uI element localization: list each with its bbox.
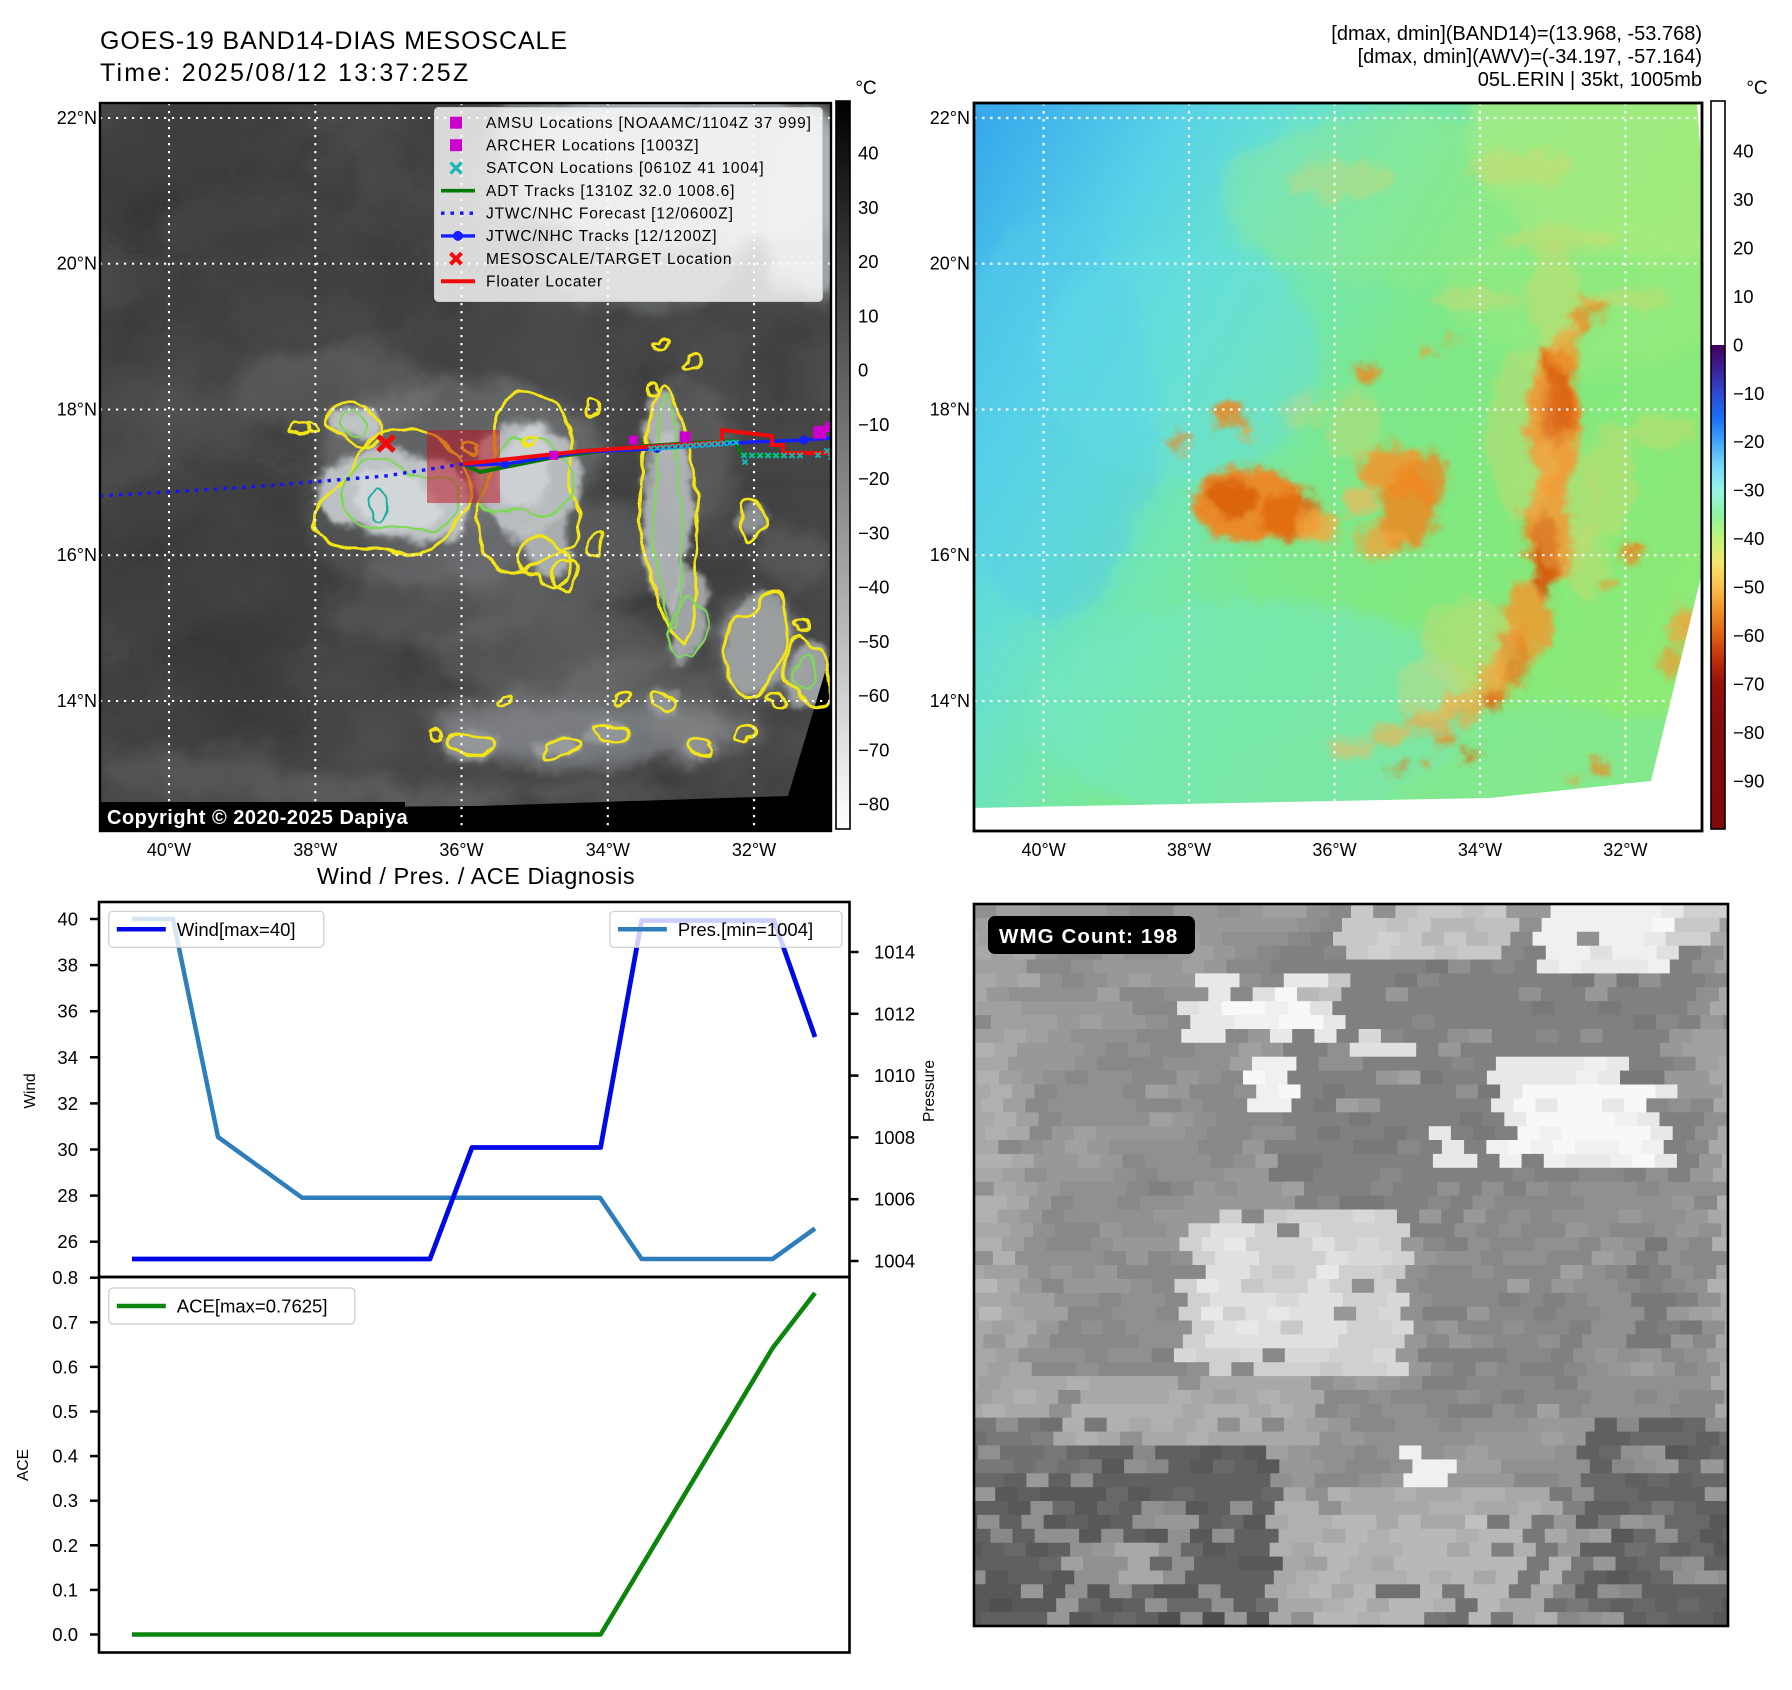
svg-text:SATCON Locations [0610Z 41 100: SATCON Locations [0610Z 41 1004]	[486, 160, 765, 177]
svg-text:1014: 1014	[874, 942, 915, 963]
svg-text:0.2: 0.2	[52, 1535, 78, 1556]
svg-text:Time: 2025/08/12 13:37:25Z: Time: 2025/08/12 13:37:25Z	[100, 59, 470, 87]
svg-text:Floater Locater: Floater Locater	[486, 273, 603, 290]
svg-text:20: 20	[858, 251, 879, 272]
svg-text:0.6: 0.6	[52, 1356, 78, 1377]
svg-text:1006: 1006	[874, 1189, 915, 1210]
svg-text:°C: °C	[855, 78, 876, 99]
svg-text:30: 30	[858, 197, 879, 218]
svg-text:−30: −30	[858, 523, 889, 544]
svg-text:32°W: 32°W	[1603, 840, 1647, 860]
svg-text:1010: 1010	[874, 1065, 915, 1086]
svg-text:Pres.[min=1004]: Pres.[min=1004]	[678, 919, 813, 940]
svg-text:−50: −50	[858, 631, 889, 652]
svg-text:Wind[max=40]: Wind[max=40]	[177, 919, 296, 940]
svg-text:WMG Count: 198: WMG Count: 198	[999, 925, 1178, 948]
svg-text:05L.ERIN | 35kt, 1005mb: 05L.ERIN | 35kt, 1005mb	[1478, 69, 1702, 91]
svg-text:0.4: 0.4	[52, 1446, 78, 1467]
svg-text:22°N: 22°N	[57, 108, 97, 128]
svg-text:−10: −10	[1733, 383, 1764, 404]
svg-text:0: 0	[858, 360, 868, 381]
svg-text:Wind: Wind	[22, 1073, 39, 1108]
svg-text:16°N: 16°N	[57, 545, 97, 565]
svg-text:0.3: 0.3	[52, 1490, 78, 1511]
svg-text:16°N: 16°N	[930, 545, 970, 565]
svg-text:−30: −30	[1733, 480, 1764, 501]
svg-text:30: 30	[1733, 189, 1754, 210]
svg-text:0.0: 0.0	[52, 1624, 78, 1645]
svg-text:0.8: 0.8	[52, 1267, 78, 1288]
svg-text:32°W: 32°W	[732, 840, 776, 860]
svg-text:10: 10	[858, 305, 879, 326]
svg-text:JTWC/NHC Forecast [12/0600Z]: JTWC/NHC Forecast [12/0600Z]	[486, 205, 734, 222]
svg-text:0: 0	[1733, 334, 1743, 355]
svg-text:14°N: 14°N	[930, 691, 970, 711]
svg-text:0.7: 0.7	[52, 1312, 78, 1333]
svg-text:GOES-19 BAND14-DIAS MESOSCALE: GOES-19 BAND14-DIAS MESOSCALE	[100, 27, 568, 55]
svg-text:0.1: 0.1	[52, 1579, 78, 1600]
svg-text:14°N: 14°N	[57, 691, 97, 711]
svg-text:Wind / Pres. / ACE Diagnosis: Wind / Pres. / ACE Diagnosis	[317, 863, 635, 889]
svg-text:ACE[max=0.7625]: ACE[max=0.7625]	[177, 1296, 328, 1317]
svg-text:−60: −60	[1733, 625, 1764, 646]
svg-text:−40: −40	[858, 577, 889, 598]
svg-text:20°N: 20°N	[930, 254, 970, 274]
svg-text:Pressure: Pressure	[921, 1060, 938, 1122]
svg-text:38°W: 38°W	[1167, 840, 1211, 860]
svg-text:22°N: 22°N	[930, 108, 970, 128]
svg-text:−80: −80	[1733, 722, 1764, 743]
svg-text:10: 10	[1733, 286, 1754, 307]
svg-text:40°W: 40°W	[1021, 840, 1065, 860]
svg-text:−60: −60	[858, 685, 889, 706]
svg-text:−20: −20	[858, 468, 889, 489]
svg-text:18°N: 18°N	[930, 400, 970, 420]
svg-text:ARCHER Locations [1003Z]: ARCHER Locations [1003Z]	[486, 137, 699, 154]
svg-text:38°W: 38°W	[293, 840, 337, 860]
svg-text:AMSU Locations [NOAAMC/1104Z 3: AMSU Locations [NOAAMC/1104Z 37 999]	[486, 115, 812, 132]
svg-text:18°N: 18°N	[57, 400, 97, 420]
svg-text:−10: −10	[858, 414, 889, 435]
svg-text:32: 32	[57, 1093, 78, 1114]
svg-text:34°W: 34°W	[586, 840, 630, 860]
svg-text:MESOSCALE/TARGET Location: MESOSCALE/TARGET Location	[486, 251, 732, 268]
svg-text:36°W: 36°W	[439, 840, 483, 860]
svg-text:−80: −80	[858, 794, 889, 815]
svg-text:[dmax, dmin](BAND14)=(13.968,: [dmax, dmin](BAND14)=(13.968, -53.768)	[1331, 23, 1702, 45]
svg-text:[dmax, dmin](AWV)=(-34.197, -5: [dmax, dmin](AWV)=(-34.197, -57.164)	[1358, 46, 1702, 68]
svg-text:40: 40	[858, 143, 879, 164]
svg-text:−40: −40	[1733, 528, 1764, 549]
svg-text:ACE: ACE	[15, 1449, 32, 1481]
svg-text:ADT Tracks [1310Z 32.0 1008.6]: ADT Tracks [1310Z 32.0 1008.6]	[486, 183, 735, 200]
svg-text:40: 40	[1733, 141, 1754, 162]
svg-text:0.5: 0.5	[52, 1401, 78, 1422]
svg-text:−50: −50	[1733, 577, 1764, 598]
svg-text:−20: −20	[1733, 431, 1764, 452]
svg-text:−70: −70	[858, 740, 889, 761]
svg-text:26: 26	[57, 1231, 78, 1252]
svg-text:36: 36	[57, 1001, 78, 1022]
svg-text:−70: −70	[1733, 674, 1764, 695]
svg-text:34°W: 34°W	[1458, 840, 1502, 860]
svg-text:20: 20	[1733, 237, 1754, 258]
svg-text:Copyright © 2020-2025 Dapiya: Copyright © 2020-2025 Dapiya	[107, 807, 408, 829]
svg-text:38: 38	[57, 955, 78, 976]
svg-text:34: 34	[57, 1047, 78, 1068]
svg-text:20°N: 20°N	[57, 254, 97, 274]
svg-text:−90: −90	[1733, 770, 1764, 791]
svg-text:30: 30	[57, 1139, 78, 1160]
svg-text:36°W: 36°W	[1312, 840, 1356, 860]
svg-text:40°W: 40°W	[147, 840, 191, 860]
svg-text:1008: 1008	[874, 1127, 915, 1148]
svg-text:40: 40	[57, 909, 78, 930]
svg-text:1012: 1012	[874, 1003, 915, 1024]
svg-text:°C: °C	[1746, 78, 1767, 99]
svg-text:28: 28	[57, 1185, 78, 1206]
svg-text:JTWC/NHC Tracks [12/1200Z]: JTWC/NHC Tracks [12/1200Z]	[486, 228, 717, 245]
svg-text:1004: 1004	[874, 1251, 915, 1272]
